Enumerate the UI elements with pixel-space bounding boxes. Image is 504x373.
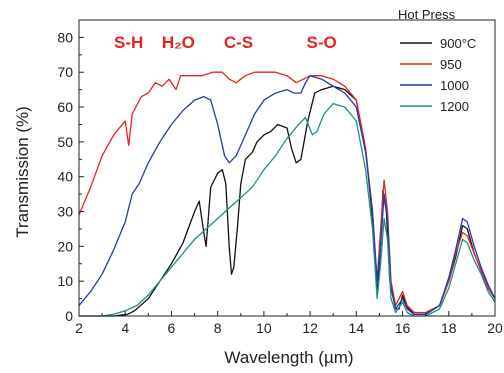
annotation-layer: S-H H₂O C-S S-O <box>114 33 337 52</box>
x-tick-label: 12 <box>302 320 318 336</box>
legend-entry: 1200 <box>440 99 469 114</box>
x-tick-label: 20 <box>487 320 503 336</box>
series-line-950 <box>78 71 496 314</box>
x-tick-label: 4 <box>121 320 129 336</box>
legend-entry: 900°C <box>440 36 476 51</box>
x-axis-label: Wavelength (µm) <box>224 348 353 367</box>
legend-entry: 950 <box>440 57 462 72</box>
x-tick-label: 6 <box>168 320 176 336</box>
x-tick-label: 10 <box>256 320 272 336</box>
x-tick-label: 8 <box>214 320 222 336</box>
band-annotation: H₂O <box>162 33 195 52</box>
legend: Hot Press 900°C 950 1000 1200 <box>398 7 476 114</box>
y-tick-label: 20 <box>57 238 73 254</box>
series-layer <box>78 71 496 317</box>
y-tick-label: 40 <box>57 169 73 185</box>
series-line-1200 <box>79 102 496 317</box>
y-tick-label: 0 <box>65 308 73 324</box>
series-line-900c <box>79 85 496 317</box>
y-axis-label: Transmission (%) <box>13 106 32 238</box>
y-tick-label: 60 <box>57 99 73 115</box>
x-tick-label: 14 <box>349 320 365 336</box>
legend-entry: 1000 <box>440 78 469 93</box>
series-line-1000 <box>78 75 496 315</box>
band-annotation: C-S <box>224 33 253 52</box>
band-annotation: S-O <box>307 33 337 52</box>
y-tick-label: 30 <box>57 204 73 220</box>
x-tick-label: 18 <box>441 320 457 336</box>
x-tick-label: 16 <box>395 320 411 336</box>
y-tick-label: 50 <box>57 134 73 150</box>
y-tick-label: 10 <box>57 273 73 289</box>
legend-title: Hot Press <box>398 7 456 22</box>
band-annotation: S-H <box>114 33 143 52</box>
plot-frame <box>78 19 496 317</box>
x-tick-label: 2 <box>75 320 83 336</box>
y-tick-label: 70 <box>57 64 73 80</box>
axes-layer: 2 4 6 8 10 12 14 16 18 20 0 10 20 30 40 50 60 70 80 <box>57 19 503 336</box>
y-tick-label: 80 <box>57 29 73 45</box>
